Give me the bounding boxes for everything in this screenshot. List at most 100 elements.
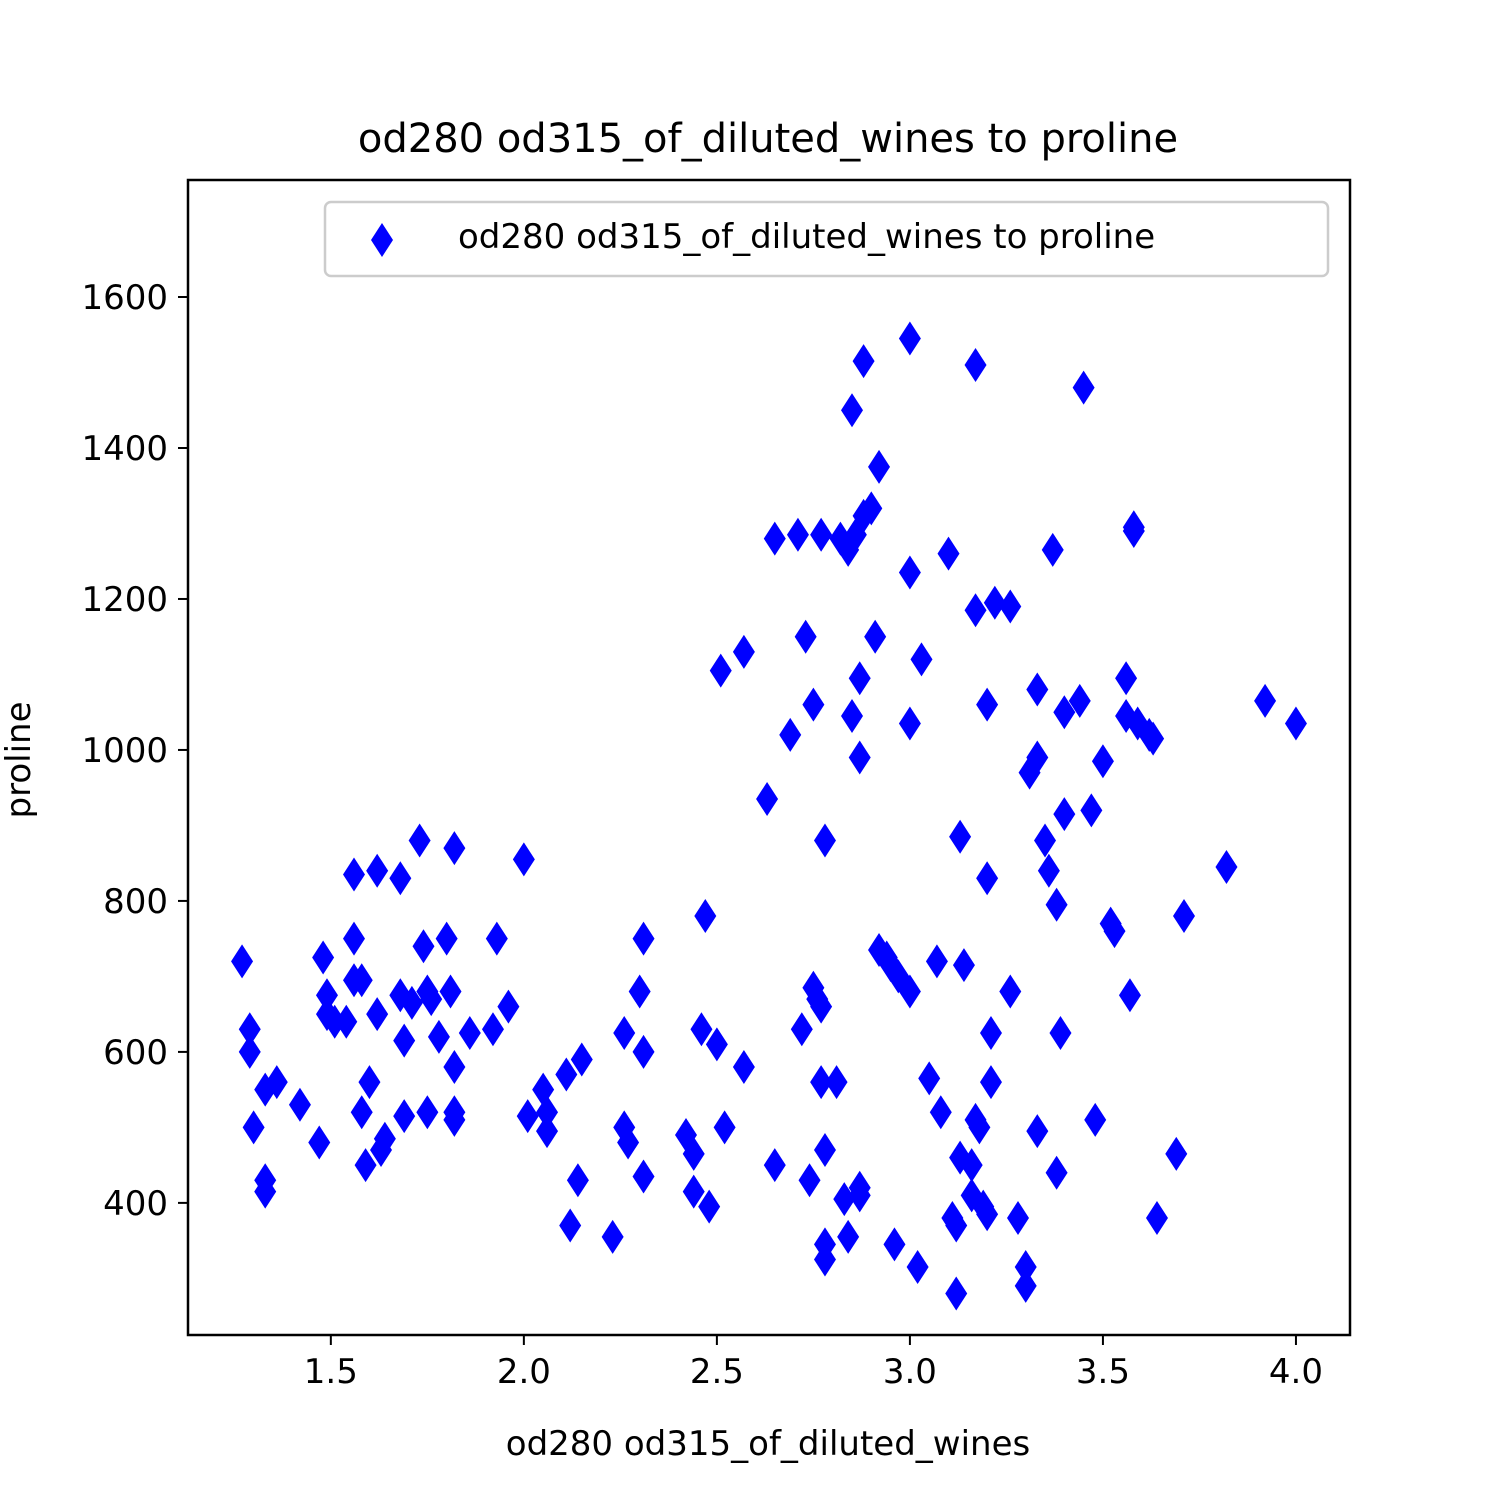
- data-point: [949, 819, 972, 854]
- data-point: [709, 653, 732, 688]
- data-point: [312, 940, 335, 975]
- data-point: [906, 1250, 929, 1285]
- data-point: [682, 1174, 705, 1209]
- data-point: [1091, 744, 1114, 779]
- data-point: [763, 521, 786, 556]
- data-point: [964, 347, 987, 382]
- data-point: [925, 944, 948, 979]
- data-point: [786, 517, 809, 552]
- data-point: [898, 555, 921, 590]
- data-point: [810, 989, 833, 1024]
- x-axis-label: od280 od315_of_diluted_wines: [506, 1424, 1030, 1464]
- data-point: [1142, 721, 1165, 756]
- data-point: [810, 1065, 833, 1100]
- data-point: [848, 661, 871, 696]
- data-point: [813, 823, 836, 858]
- data-point: [1165, 1136, 1188, 1171]
- data-point: [343, 921, 365, 956]
- data-point: [813, 1133, 836, 1168]
- data-point: [366, 853, 389, 888]
- data-point: [852, 498, 875, 533]
- plot-area: [231, 321, 1307, 1311]
- data-point: [682, 1136, 705, 1171]
- data-point: [497, 989, 520, 1024]
- data-point: [848, 740, 871, 775]
- data-point: [1072, 370, 1095, 405]
- y-tick-label: 1200: [81, 580, 168, 620]
- data-point: [443, 1102, 466, 1137]
- x-tick-label: 4.0: [1269, 1352, 1323, 1392]
- data-point: [794, 619, 817, 654]
- data-point: [976, 1197, 999, 1232]
- x-tick-label: 1.5: [304, 1352, 358, 1392]
- data-point: [976, 687, 999, 722]
- data-point: [964, 593, 987, 628]
- data-point: [852, 344, 875, 379]
- data-point: [1103, 914, 1126, 949]
- x-axis-ticks: 1.5 2.0 2.5 3.0 3.5 4.0: [304, 1335, 1323, 1392]
- data-point: [358, 1065, 381, 1100]
- data-point: [288, 1087, 311, 1122]
- data-point: [389, 861, 412, 896]
- data-point: [983, 585, 1006, 620]
- data-point: [1014, 1268, 1037, 1303]
- y-tick-label: 400: [103, 1184, 168, 1224]
- data-point: [979, 1016, 1002, 1051]
- data-point: [555, 1057, 578, 1092]
- data-point: [231, 944, 254, 979]
- data-point: [485, 921, 508, 956]
- data-point: [443, 831, 466, 866]
- data-point: [570, 1042, 593, 1077]
- data-point: [1118, 978, 1141, 1013]
- data-point: [238, 1034, 261, 1069]
- data-point: [698, 1189, 721, 1224]
- data-point: [999, 974, 1022, 1009]
- data-point: [1145, 1200, 1168, 1235]
- data-point: [335, 1004, 358, 1039]
- data-point: [617, 1125, 640, 1160]
- data-point: [825, 1065, 848, 1100]
- data-point: [864, 619, 887, 654]
- data-point: [898, 321, 921, 356]
- data-point: [713, 1110, 736, 1145]
- data-point: [1053, 797, 1076, 832]
- data-point: [1053, 695, 1076, 730]
- chart-title: od280 od315_of_diluted_wines to proline: [358, 116, 1178, 162]
- data-point: [960, 1148, 983, 1183]
- data-point: [254, 1174, 277, 1209]
- data-point: [516, 1099, 539, 1134]
- data-point: [798, 1163, 821, 1198]
- data-point: [802, 687, 825, 722]
- data-point: [1026, 672, 1049, 707]
- data-point: [945, 1208, 968, 1243]
- legend: od280 od315_of_diluted_wines to proline: [323, 200, 1330, 278]
- data-point: [910, 642, 933, 677]
- data-point: [841, 393, 863, 428]
- data-point: [416, 1095, 439, 1130]
- data-point: [883, 1227, 906, 1262]
- data-point: [833, 1182, 856, 1217]
- data-point: [929, 1095, 952, 1130]
- data-point: [952, 948, 975, 983]
- data-point: [837, 1219, 860, 1254]
- data-point: [1173, 899, 1195, 934]
- data-point: [632, 921, 655, 956]
- data-point: [265, 1065, 288, 1100]
- legend-label: od280 od315_of_diluted_wines to proline: [458, 217, 1155, 257]
- data-point: [343, 857, 365, 892]
- data-point: [868, 449, 891, 484]
- data-point: [628, 974, 651, 1009]
- data-point: [439, 974, 462, 1009]
- y-tick-label: 1600: [81, 278, 168, 318]
- data-point: [1026, 1114, 1049, 1149]
- data-point: [860, 491, 883, 526]
- data-point: [481, 1012, 504, 1047]
- data-point: [350, 963, 373, 998]
- data-point: [690, 1012, 713, 1047]
- data-point: [848, 1178, 871, 1213]
- data-point: [1034, 823, 1057, 858]
- data-point: [613, 1016, 636, 1051]
- data-point: [393, 1023, 416, 1058]
- data-point: [1122, 514, 1145, 549]
